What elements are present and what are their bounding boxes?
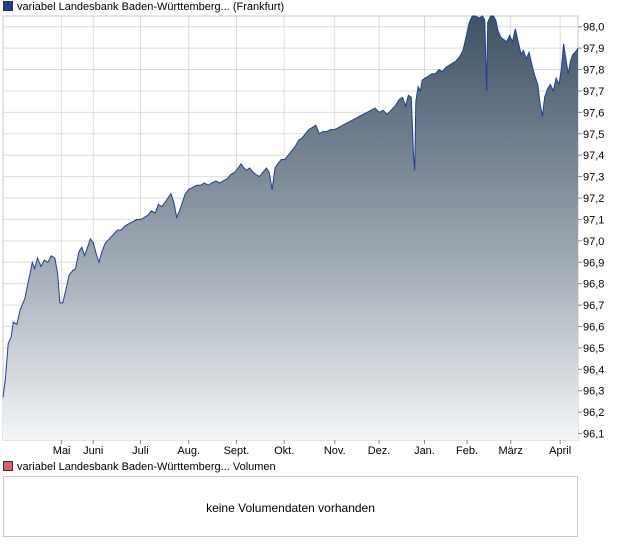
x-tick-label: Dez. — [368, 445, 391, 457]
volume-legend: variabel Landesbank Baden-Württemberg...… — [3, 460, 276, 474]
y-tick-label: 97,6 — [583, 107, 604, 119]
no-volume-message: keine Volumendaten vorhanden — [206, 501, 375, 515]
y-tick-label: 96,6 — [583, 322, 604, 334]
volume-legend-swatch — [3, 461, 13, 471]
y-tick-label: 96,4 — [583, 364, 604, 376]
y-tick-label: 97,0 — [583, 236, 604, 248]
volume-panel: keine Volumendaten vorhanden — [3, 476, 578, 537]
price-legend-label: variabel Landesbank Baden-Württemberg...… — [17, 1, 285, 13]
x-tick-label: Aug. — [177, 445, 200, 457]
x-tick-label: Feb. — [456, 445, 478, 457]
y-tick-label: 97,9 — [583, 43, 604, 55]
y-tick-label: 97,8 — [583, 65, 604, 77]
price-legend-swatch — [3, 1, 13, 11]
x-tick-label: Sept. — [224, 445, 250, 457]
y-tick-label: 97,7 — [583, 86, 604, 98]
y-tick-label: 96,2 — [583, 407, 604, 419]
y-axis: 96,1 96,2 96,3 96,4 96,5 96,6 96,7 96,8 96,9 97,0… — [578, 22, 604, 441]
price-legend: variabel Landesbank Baden-Württemberg...… — [3, 0, 284, 14]
y-tick-label: 96,1 — [583, 429, 604, 441]
x-tick-label: Okt. — [274, 445, 294, 457]
y-tick-label: 97,3 — [583, 172, 604, 184]
price-area — [2, 15, 579, 440]
y-tick-label: 96,8 — [583, 279, 604, 291]
y-tick-label: 96,3 — [583, 386, 604, 398]
y-tick-label: 96,7 — [583, 300, 604, 312]
price-line — [2, 15, 579, 398]
x-tick-label: Juni — [83, 445, 103, 457]
x-tick-label: April — [549, 445, 571, 457]
x-tick-label: Jan. — [414, 445, 435, 457]
y-tick-label: 97,4 — [583, 150, 604, 162]
y-tick-label: 96,9 — [583, 257, 604, 269]
volume-legend-label: variabel Landesbank Baden-Württemberg...… — [17, 461, 276, 473]
x-axis: Mai Juni Juli Aug. Sept. Okt. Nov. Dez. Jan. Feb.… — [53, 440, 571, 457]
x-tick-label: März — [498, 445, 522, 457]
y-tick-label: 97,5 — [583, 129, 604, 141]
y-tick-label: 98,0 — [583, 22, 604, 34]
x-tick-label: Mai — [53, 445, 71, 457]
price-chart: 96,1 96,2 96,3 96,4 96,5 96,6 96,7 96,8 96,9 97,0… — [2, 15, 604, 457]
y-tick-label: 97,1 — [583, 214, 604, 226]
y-tick-label: 97,2 — [583, 193, 604, 205]
x-tick-label: Juli — [132, 445, 149, 457]
y-tick-label: 96,5 — [583, 343, 604, 355]
price-area-fill — [3, 16, 578, 440]
x-tick-label: Nov. — [324, 445, 346, 457]
